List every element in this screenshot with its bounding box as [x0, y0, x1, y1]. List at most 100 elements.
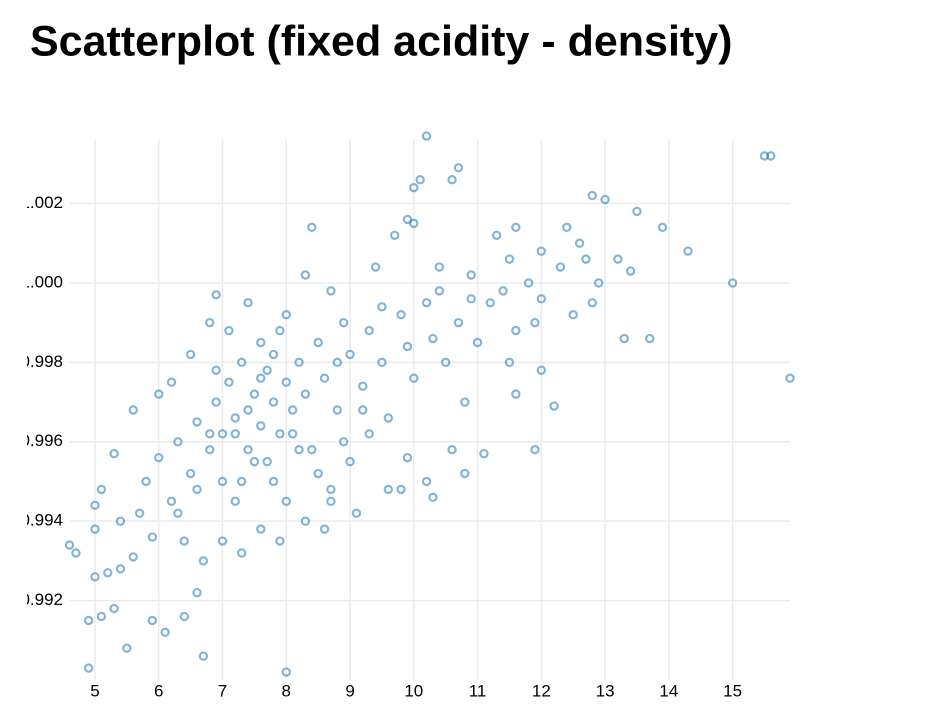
point [332, 357, 342, 368]
point [256, 337, 266, 348]
point [236, 357, 247, 368]
point [141, 476, 151, 487]
point [600, 194, 610, 205]
point [383, 413, 394, 423]
chart-title: Scatterplot (fixed acidity - density) [30, 17, 732, 65]
point [364, 325, 374, 336]
point [447, 445, 457, 455]
point [338, 317, 349, 328]
point [766, 151, 776, 161]
point [281, 310, 291, 320]
point [90, 500, 100, 510]
point [217, 476, 228, 487]
point [453, 317, 464, 328]
point [338, 437, 349, 447]
point [275, 429, 285, 439]
point [447, 175, 457, 185]
point [198, 651, 209, 661]
y-tick-label: 0.992 [20, 590, 63, 609]
point [109, 448, 119, 459]
point [319, 524, 330, 534]
point [319, 373, 330, 383]
point [217, 536, 228, 546]
point [243, 445, 253, 455]
y-tick-label: 1.000 [20, 272, 63, 291]
point [96, 611, 107, 622]
point [147, 532, 158, 542]
point [179, 611, 189, 622]
point [562, 222, 572, 233]
point [243, 405, 253, 415]
point [281, 377, 291, 387]
point [785, 373, 795, 383]
point [115, 516, 126, 526]
point [466, 270, 476, 280]
point [166, 377, 177, 387]
point [211, 290, 221, 300]
point [103, 568, 113, 578]
point [134, 508, 145, 518]
point [498, 286, 508, 296]
point [364, 429, 374, 439]
x-tick-label: 5 [90, 681, 99, 700]
x-tick-label: 9 [345, 681, 354, 700]
point [434, 262, 445, 272]
point [613, 254, 623, 264]
point [71, 548, 81, 558]
point [377, 302, 387, 312]
y-axis: 0.992 0.994 0.996 0.998 1.000 1.002 [20, 193, 63, 609]
x-tick-label: 7 [218, 681, 227, 700]
point [313, 337, 323, 348]
point [402, 452, 413, 463]
point [90, 524, 100, 534]
point [96, 484, 107, 495]
point [619, 333, 629, 344]
point [236, 548, 247, 558]
point [421, 131, 432, 141]
point [530, 317, 540, 328]
point [154, 389, 164, 399]
point [115, 564, 126, 574]
point [173, 437, 183, 447]
point [224, 377, 234, 387]
point [307, 222, 317, 233]
point [83, 615, 94, 626]
point [415, 175, 425, 185]
point [511, 389, 521, 399]
points [64, 131, 795, 677]
point [64, 540, 75, 550]
point [313, 468, 323, 479]
point [256, 421, 266, 431]
point [645, 333, 655, 344]
point [205, 429, 215, 439]
point [307, 445, 317, 455]
point [396, 484, 406, 495]
y-tick-label: 0.998 [20, 352, 63, 371]
point [281, 496, 291, 507]
point [300, 516, 311, 526]
point [511, 325, 521, 336]
point [409, 182, 419, 193]
x-tick-label: 10 [404, 681, 423, 700]
point [409, 373, 419, 383]
point [287, 405, 298, 415]
x-tick-label: 8 [282, 681, 291, 700]
point [428, 333, 438, 344]
point [568, 310, 578, 320]
point [587, 190, 598, 201]
point [383, 484, 394, 495]
point [421, 298, 432, 308]
point [275, 536, 285, 546]
point [83, 663, 94, 673]
x-tick-label: 12 [532, 681, 551, 700]
point [377, 357, 387, 368]
point [300, 270, 311, 280]
point [574, 238, 585, 248]
point [326, 484, 336, 495]
point [472, 337, 483, 348]
point [166, 496, 177, 507]
point [625, 266, 636, 276]
point [90, 572, 100, 582]
point [154, 452, 164, 463]
point [192, 587, 202, 598]
